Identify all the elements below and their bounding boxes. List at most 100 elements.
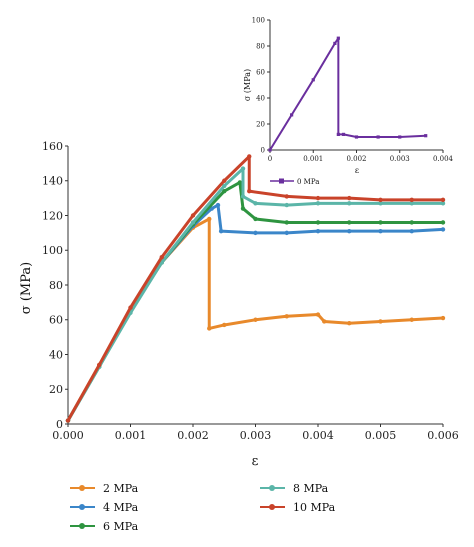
main-data-point-8mpa: [409, 201, 414, 206]
main-data-point-4mpa: [347, 228, 352, 234]
inset-y-axis-label: σ (MPa): [243, 69, 252, 101]
inset-data-point-0mpa: [336, 132, 340, 136]
inset-legend: 0 MPa: [270, 178, 319, 186]
main-data-point-8mpa: [240, 166, 246, 171]
main-data-point-2mpa: [253, 317, 258, 322]
main-data-point-2mpa: [378, 319, 383, 324]
main-series-line-10mpa: [66, 154, 443, 422]
main-y-tick-label: 80: [49, 279, 63, 292]
inset-data-point-0mpa: [398, 135, 402, 139]
main-data-point-8mpa: [253, 201, 258, 206]
legend-item-4mpa: 4 MPa: [70, 501, 139, 514]
main-data-point-4mpa: [253, 230, 258, 236]
legend-label-2mpa: 2 MPa: [103, 482, 139, 495]
legend-label-6mpa: 6 MPa: [103, 520, 139, 533]
main-data-point-10mpa: [97, 362, 102, 368]
main-data-point-6mpa: [222, 188, 227, 194]
main-data-point-10mpa: [409, 197, 414, 203]
main-data-point-4mpa: [284, 230, 289, 236]
inset-x-tick-label: 0.001: [303, 155, 323, 163]
main-data-point-2mpa: [440, 315, 446, 321]
main-data-point-8mpa: [378, 201, 383, 206]
main-y-tick-label: 160: [42, 140, 63, 153]
main-data-point-4mpa: [409, 228, 414, 234]
main-y-tick-label: 0: [56, 418, 63, 431]
main-data-point-10mpa: [284, 194, 289, 199]
main-y-tick-label: 60: [49, 314, 63, 327]
main-data-point-4mpa: [218, 228, 224, 234]
main-data-point-10mpa: [247, 154, 252, 159]
main-data-point-10mpa: [247, 188, 252, 194]
main-data-point-8mpa: [440, 201, 446, 206]
main-data-point-8mpa: [347, 201, 352, 206]
inset-data-point-0mpa: [424, 134, 428, 138]
main-x-axis-label: ε: [252, 454, 259, 469]
inset-legend-label: 0 MPa: [297, 178, 319, 186]
main-y-tick-label: 120: [42, 209, 63, 222]
inset-legend-marker: [279, 178, 284, 184]
main-data-point-6mpa: [284, 220, 289, 225]
inset-x-axis: 0 0.001 0.002 0.003 0.004: [268, 149, 454, 163]
main-data-point-2mpa: [207, 326, 212, 331]
inset-data-point-0mpa: [354, 135, 359, 139]
inset-chart: 0 20 40 60 80 100 0 0.001 0.002 0.003 0.004 ε σ (…: [243, 16, 454, 186]
main-data-point-8mpa: [240, 194, 246, 199]
main-series-6mpa: [65, 180, 446, 423]
main-data-point-10mpa: [347, 195, 352, 201]
inset-series-group: [268, 36, 428, 152]
main-y-tick-label: 100: [42, 244, 63, 257]
main-y-tick-label: 140: [42, 175, 63, 188]
main-data-point-6mpa: [347, 220, 352, 225]
main-data-point-2mpa: [315, 312, 321, 317]
main-x-tick-label: 0.001: [115, 429, 147, 442]
inset-y-tick-label: 80: [256, 42, 265, 50]
main-x-tick-label: 0.005: [365, 429, 397, 442]
main-series-10mpa: [65, 154, 446, 423]
main-data-point-10mpa: [65, 418, 71, 423]
legend-marker-2mpa: [79, 485, 85, 491]
inset-data-point-0mpa: [341, 132, 346, 136]
main-x-tick-label: 0.004: [302, 429, 334, 442]
main-data-point-2mpa: [222, 322, 227, 328]
main-data-point-8mpa: [284, 202, 289, 208]
main-data-point-4mpa: [440, 227, 446, 232]
main-data-point-10mpa: [128, 305, 133, 310]
main-data-point-6mpa: [378, 220, 383, 225]
main-data-point-6mpa: [315, 220, 321, 225]
legend-item-8mpa: 8 MPa: [260, 482, 329, 495]
inset-x-tick-label: 0.004: [433, 155, 454, 163]
main-data-point-8mpa: [190, 220, 196, 225]
main-data-point-2mpa: [322, 319, 327, 324]
inset-y-tick-label: 60: [256, 68, 265, 76]
legend-marker-10mpa: [269, 504, 275, 510]
legend-marker-8mpa: [269, 485, 275, 491]
main-x-tick-label: 0.003: [240, 429, 272, 442]
inset-data-point-0mpa: [290, 113, 294, 117]
legend-label-8mpa: 8 MPa: [293, 482, 329, 495]
main-data-point-2mpa: [409, 317, 414, 322]
main-y-tick-label: 40: [49, 348, 63, 361]
main-data-point-2mpa: [284, 314, 289, 319]
legend-label-10mpa: 10 MPa: [293, 501, 336, 514]
main-y-tick-label: 20: [49, 383, 63, 396]
main-data-point-4mpa: [215, 202, 221, 208]
inset-y-tick-label: 100: [252, 16, 265, 24]
inset-series-0mpa: [268, 36, 428, 152]
legend-label-4mpa: 4 MPa: [103, 501, 139, 514]
inset-series-line-0mpa: [269, 37, 426, 151]
main-series-8mpa: [65, 166, 446, 423]
inset-data-point-0mpa: [268, 148, 272, 152]
legend-item-10mpa: 10 MPa: [260, 501, 336, 514]
main-data-point-8mpa: [222, 183, 227, 189]
main-data-point-6mpa: [240, 206, 246, 211]
legend-marker-4mpa: [79, 504, 85, 510]
main-series-4mpa: [65, 202, 446, 423]
main-data-point-4mpa: [315, 228, 321, 234]
main-x-tick-label: 0.002: [177, 429, 209, 442]
legend-item-2mpa: 2 MPa: [70, 482, 139, 495]
main-data-point-6mpa: [253, 216, 258, 222]
main-x-tick-label: 0.006: [427, 429, 459, 442]
main-data-point-10mpa: [222, 178, 227, 183]
